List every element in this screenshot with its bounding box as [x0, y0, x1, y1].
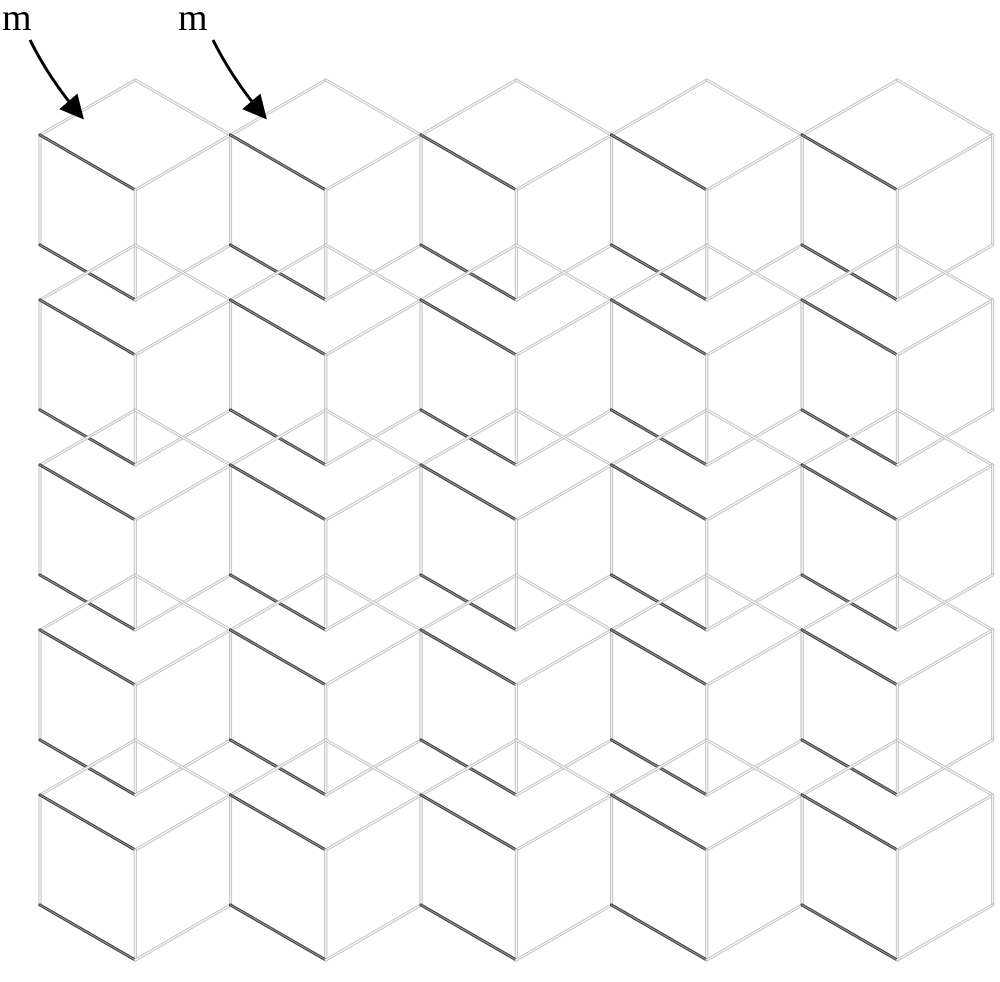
cube-lattice: [40, 80, 993, 960]
annotation-arrows: [30, 40, 263, 115]
annotation-arrow: [213, 40, 263, 115]
annotation-arrow: [30, 40, 80, 115]
cube-lattice-svg: [0, 0, 1000, 982]
diagram-root: m m: [0, 0, 1000, 982]
